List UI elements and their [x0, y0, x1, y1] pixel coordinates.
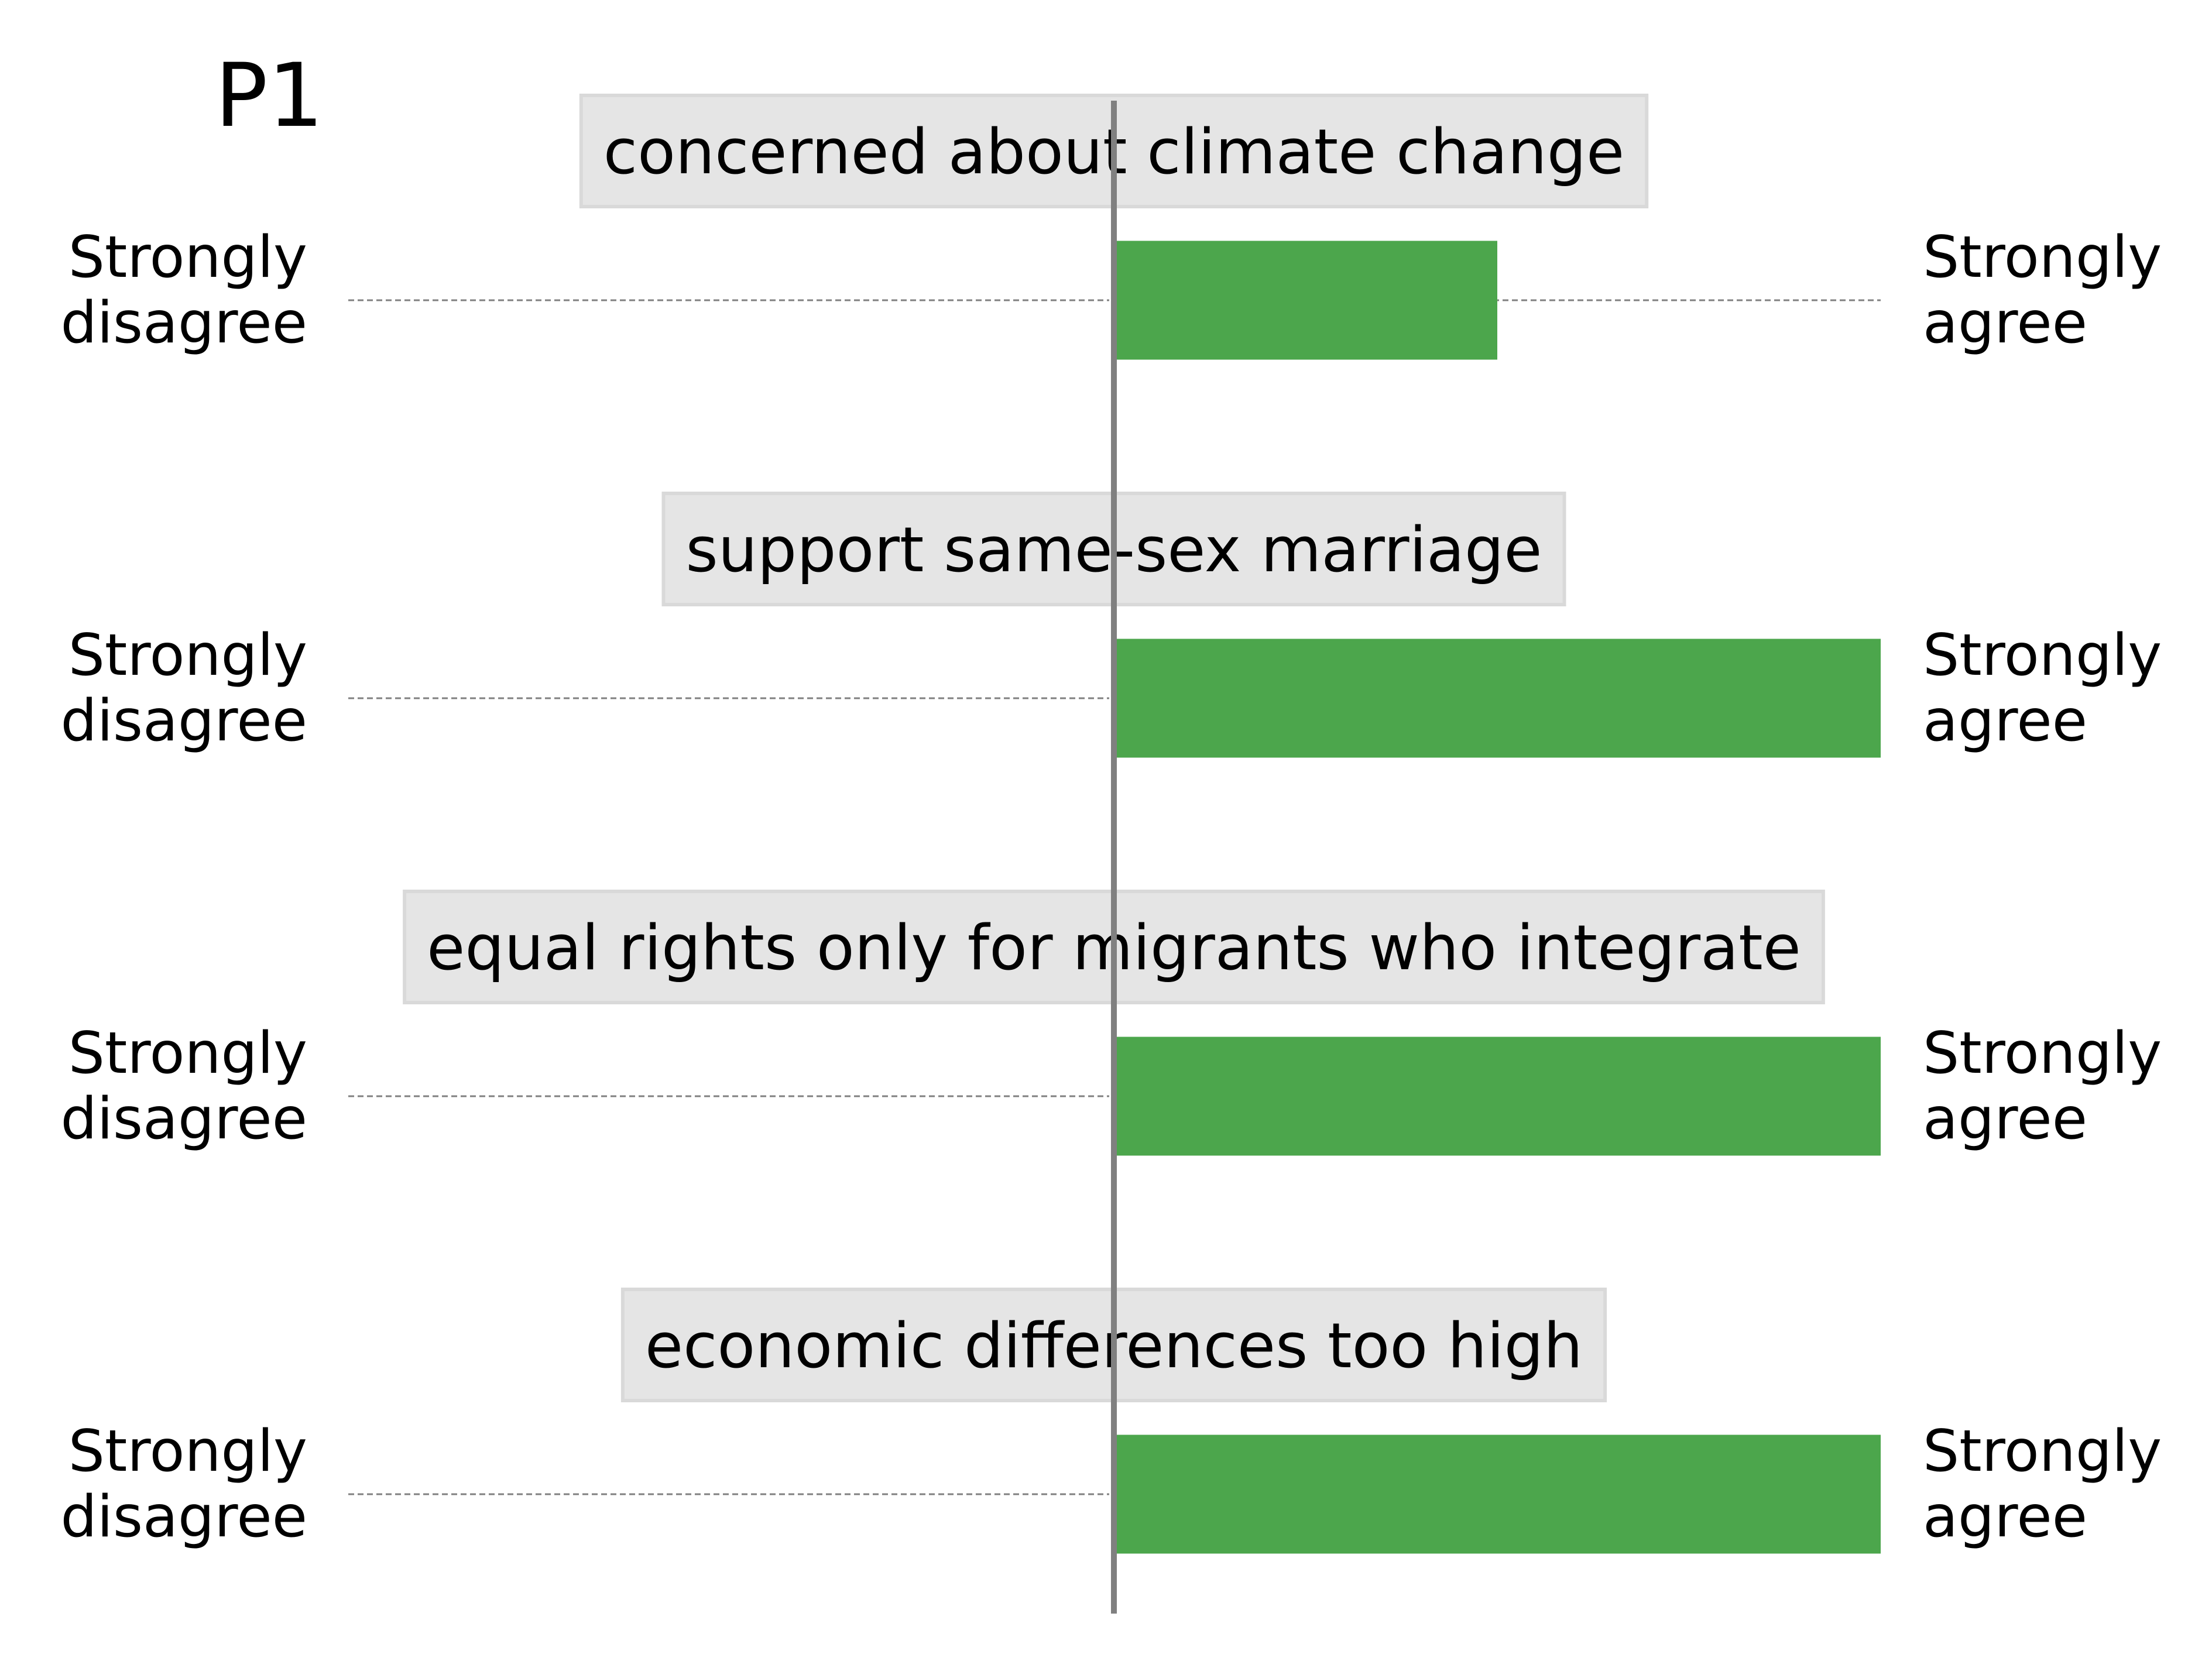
scale-label-right: Strongly: [1923, 224, 2162, 291]
scale-label-right: Strongly: [1923, 1020, 2162, 1087]
scale-label-right: agree: [1923, 1484, 2087, 1550]
scale-label-left: disagree: [61, 1086, 307, 1152]
scale-label-right: agree: [1923, 1086, 2087, 1152]
scale-label-right: Strongly: [1923, 1418, 2162, 1485]
scale-label-left: disagree: [61, 1484, 307, 1550]
scale-label-left: disagree: [61, 688, 307, 754]
scale-label-left: disagree: [61, 290, 307, 356]
response-bar: [1114, 639, 1881, 758]
scale-label-right: Strongly: [1923, 622, 2162, 689]
response-bar: [1114, 1037, 1881, 1156]
scale-label-right: agree: [1923, 688, 2087, 754]
scale-label-left: Strongly: [68, 224, 307, 291]
chart-title: P1: [215, 45, 324, 147]
response-bar: [1114, 1434, 1881, 1554]
scale-label-right: agree: [1923, 290, 2087, 356]
scale-label-left: Strongly: [68, 1020, 307, 1087]
scale-label-left: Strongly: [68, 622, 307, 689]
response-bar: [1114, 241, 1497, 360]
scale-label-left: Strongly: [68, 1418, 307, 1485]
